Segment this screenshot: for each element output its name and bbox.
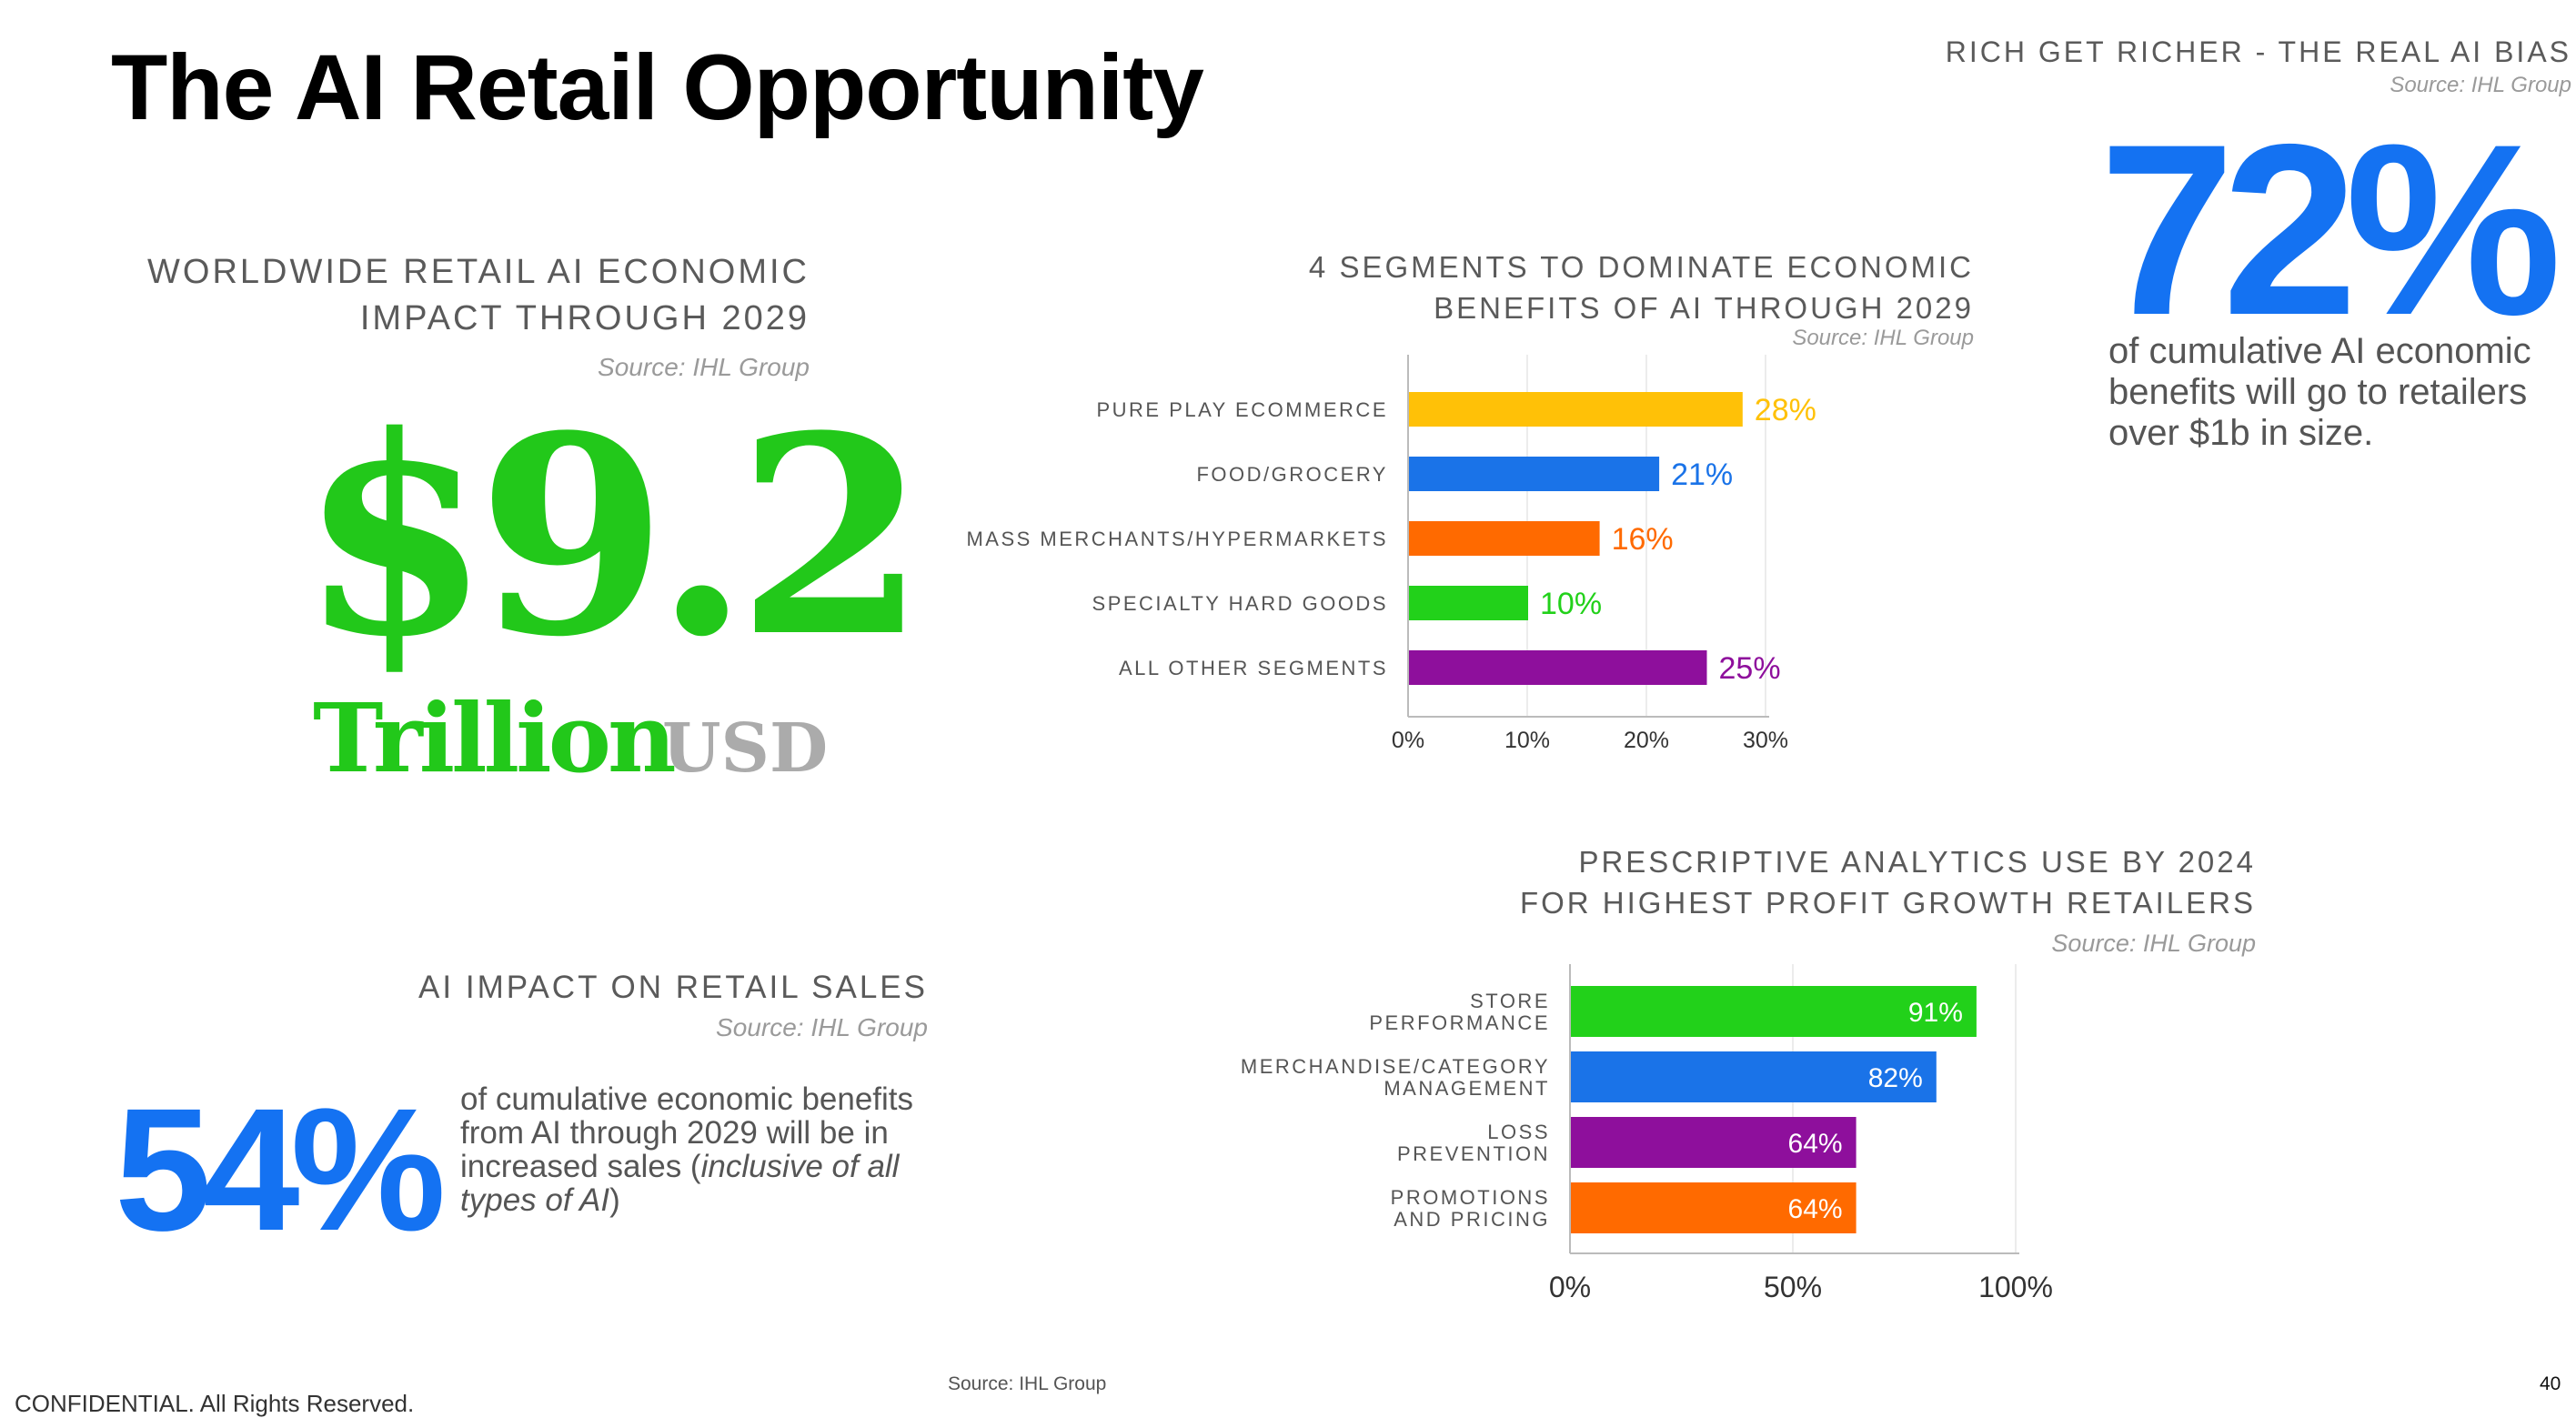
category-label: MASS MERCHANTS/HYPERMARKETS (966, 528, 1388, 550)
segments-chart: 0% 10% 20% 30% PURE PLAY ECOMMERCE 28% FOOD/GR… (966, 355, 1816, 753)
data-label: 64% (1788, 1194, 1843, 1224)
page-title: The AI Retail Opportunity (111, 35, 1204, 139)
analytics-heading-line1: PRESCRIPTIVE ANALYTICS USE BY 2024 (1578, 845, 2256, 879)
category-label: STORE (1470, 990, 1550, 1012)
worldwide-source: Source: IHL Group (598, 353, 810, 381)
ai-impact-text-italic: inclusive of all types of AI (460, 1149, 900, 1219)
data-label: 64% (1788, 1129, 1843, 1159)
category-label: PERFORMANCE (1369, 1011, 1550, 1034)
bar (1571, 986, 1977, 1037)
rich-text: of cumulative AI economic benefits will … (2108, 331, 2531, 453)
footer-confidential: CONFIDENTIAL. All Rights Reserved. (15, 1390, 415, 1417)
ai-impact-text: of cumulative economic benefits from AI … (460, 1082, 933, 1217)
x-tick-label: 10% (1504, 728, 1550, 753)
segments-heading-line1: 4 SEGMENTS TO DOMINATE ECONOMIC (1308, 250, 1974, 284)
data-label: 16% (1612, 522, 1674, 557)
bar (1409, 586, 1528, 620)
ai-impact-text-part2: ) (609, 1182, 620, 1219)
segments-heading-line2: BENEFITS OF AI THROUGH 2029 (1434, 290, 1974, 325)
data-label: 82% (1868, 1063, 1923, 1093)
bar (1409, 457, 1660, 491)
bar (1409, 650, 1707, 685)
bar (1571, 1051, 1937, 1102)
worldwide-heading-line1: WORLDWIDE RETAIL AI ECONOMIC (147, 253, 810, 291)
rich-source: Source: IHL Group (2390, 73, 2571, 97)
analytics-heading-line2: FOR HIGHEST PROFIT GROWTH RETAILERS (1519, 885, 2256, 920)
analytics-heading: PRESCRIPTIVE ANALYTICS USE BY 2024 FOR H… (1455, 842, 2256, 923)
category-label: LOSS (1487, 1121, 1550, 1143)
bar (1571, 1117, 1857, 1168)
bar (1409, 392, 1743, 427)
data-label: 21% (1671, 458, 1733, 492)
category-label: FOOD/GROCERY (1196, 463, 1388, 486)
worldwide-currency: USD (662, 709, 829, 788)
x-tick-label: 20% (1624, 728, 1669, 753)
worldwide-heading-line2: IMPACT THROUGH 2029 (359, 299, 810, 338)
x-tick-label: 50% (1764, 1271, 1822, 1303)
category-label: AND PRICING (1394, 1208, 1550, 1231)
ai-impact-heading: AI IMPACT ON RETAIL SALES (418, 970, 928, 1005)
analytics-source: Source: IHL Group (2051, 930, 2256, 957)
data-label: 28% (1755, 393, 1816, 427)
x-tick-label: 100% (1978, 1271, 2053, 1303)
worldwide-unit: Trillion (313, 682, 677, 794)
bar (1571, 1182, 1857, 1233)
worldwide-heading: WORLDWIDE RETAIL AI ECONOMIC IMPACT THRO… (146, 249, 810, 343)
segments-source: Source: IHL Group (1792, 326, 1974, 350)
category-label: MANAGEMENT (1384, 1077, 1550, 1100)
x-tick-label: 30% (1743, 728, 1788, 753)
category-label: ALL OTHER SEGMENTS (1119, 657, 1388, 679)
page-number: 40 (2540, 1373, 2561, 1394)
category-label: PURE PLAY ECOMMERCE (1096, 398, 1388, 421)
ai-impact-stat: 54% (115, 1071, 446, 1267)
data-label: 91% (1908, 998, 1963, 1028)
rich-heading: RICH GET RICHER - THE REAL AI BIAS (1945, 35, 2571, 68)
ai-impact-text-part1: of cumulative economic benefits from AI … (460, 1081, 914, 1185)
bar (1409, 521, 1600, 556)
x-tick-label: 0% (1549, 1271, 1591, 1303)
category-label: PROMOTIONS (1391, 1186, 1550, 1209)
data-label: 10% (1540, 587, 1602, 621)
x-tick-label: 0% (1392, 728, 1424, 753)
category-label: PREVENTION (1397, 1142, 1550, 1165)
data-label: 25% (1719, 651, 1781, 686)
category-label: SPECIALTY HARD GOODS (1092, 592, 1388, 615)
rich-stat: 72% (2099, 93, 2561, 366)
segments-heading: 4 SEGMENTS TO DOMINATE ECONOMIC BENEFITS… (1182, 247, 1974, 328)
footer-source: Source: IHL Group (948, 1373, 1107, 1394)
worldwide-value: $9.2 (300, 376, 927, 697)
ai-impact-source: Source: IHL Group (716, 1013, 928, 1041)
category-label: MERCHANDISE/CATEGORY (1241, 1055, 1550, 1078)
